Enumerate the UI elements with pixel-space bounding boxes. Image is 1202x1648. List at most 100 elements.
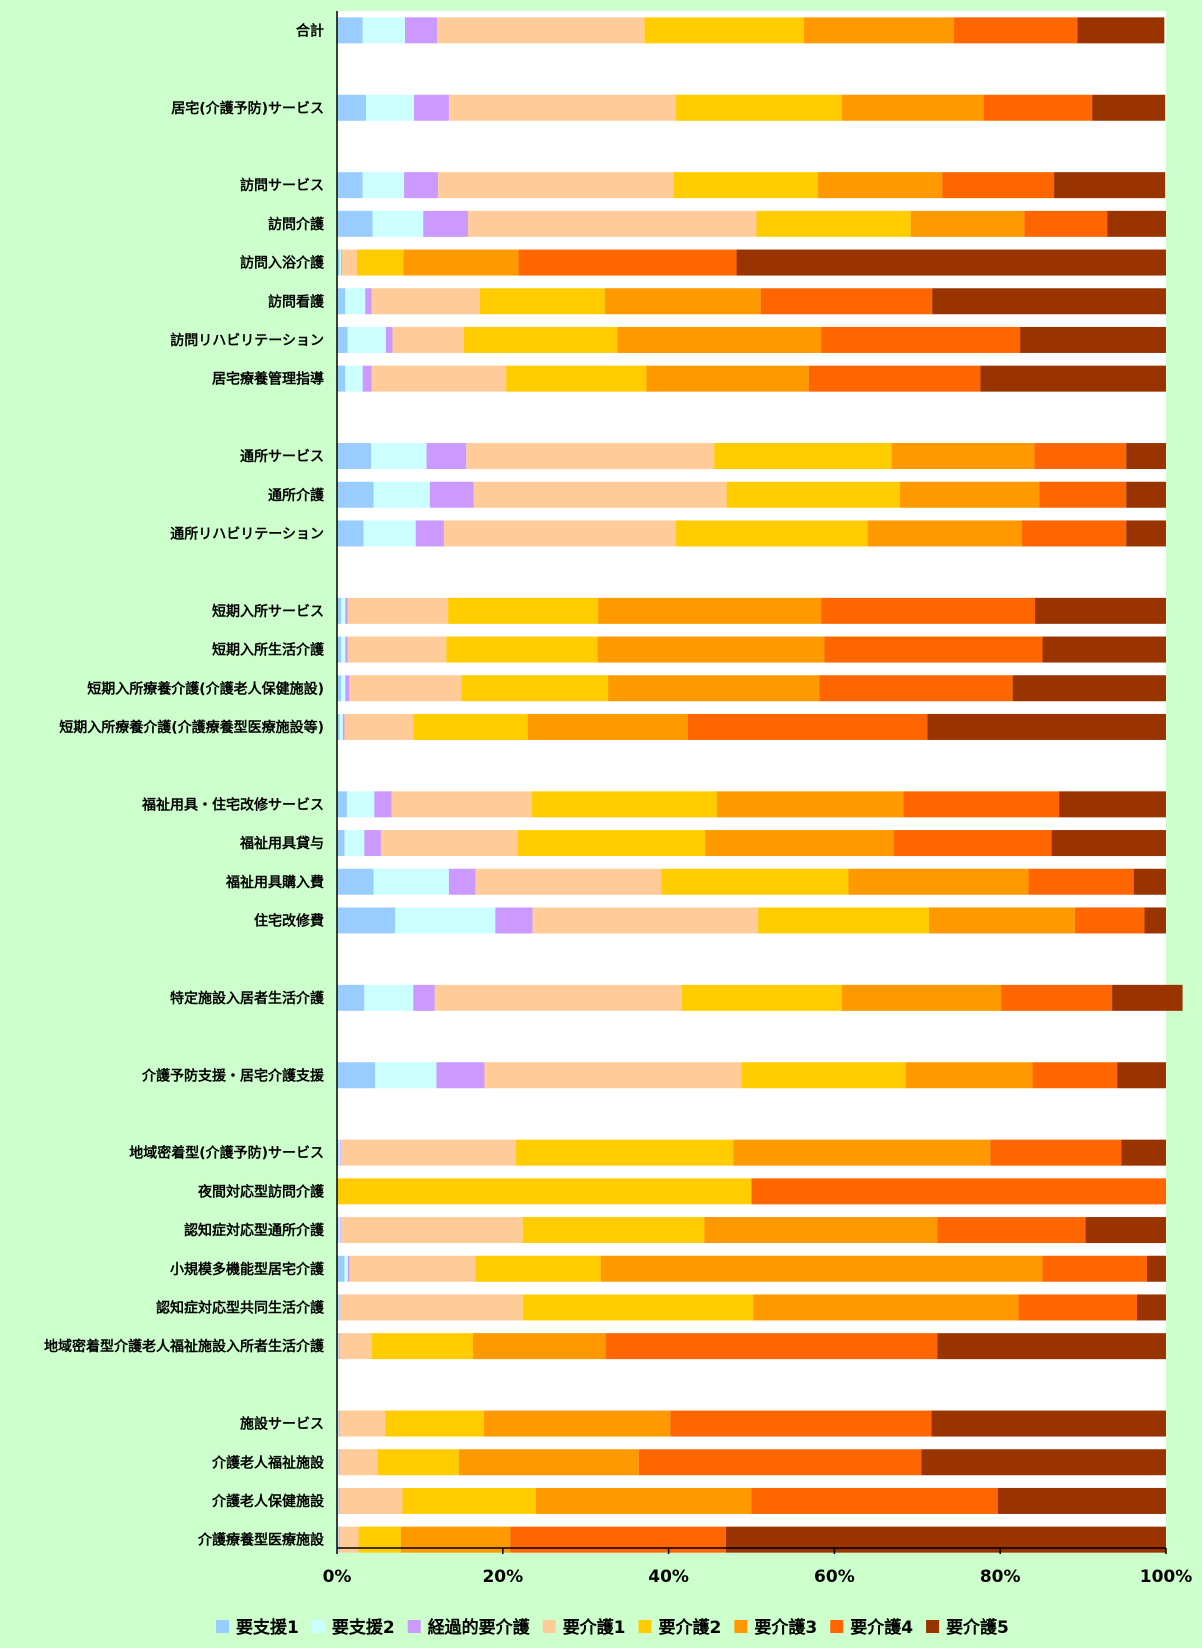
bar-segment [344,713,414,740]
bar-segment [1077,17,1165,44]
bar-segment [1144,907,1166,934]
bar-row [337,597,1166,624]
bar-segment [413,984,435,1011]
bar-row [337,1333,1166,1360]
bar-segment [337,1139,339,1166]
x-tick-label: 80% [980,1567,1021,1587]
bar-segment [403,249,519,276]
bar-segment [338,1333,340,1360]
category-labels: 合計居宅(介護予防)サービス訪問サービス訪問介護訪問入浴介護訪問看護訪問リハビリ… [44,22,325,1548]
bar-segment [338,1449,340,1476]
bar-segment [344,830,365,857]
bar-segment [753,1294,1019,1321]
bar-segment [676,94,842,121]
bar-segment [337,520,364,547]
category-label: 合計 [296,22,324,39]
bar-segment [997,1487,1166,1514]
bar-segment [337,1487,339,1514]
bar-segment [340,1139,342,1166]
bar-segment [532,907,759,934]
category-label: 福祉用具貸与 [239,835,324,852]
category-label: 訪問看護 [268,293,325,310]
category-label: 夜間対応型訪問介護 [197,1183,325,1200]
bar-segment [716,791,904,818]
bar-segment [848,868,1029,895]
bar-segment [404,17,438,44]
bar-segment [506,365,647,392]
bar-segment [531,791,717,818]
bar-segment [714,443,892,470]
bar-segment [1117,1062,1166,1089]
bar-segment [338,1294,340,1321]
bar-segment [1018,1294,1137,1321]
bar-segment [931,1410,1166,1437]
bar-segment [980,365,1166,392]
bar-segment [337,830,345,857]
bar-segment [345,675,350,702]
category-label: 認知症対応型共同生活介護 [156,1299,325,1316]
x-tick-label: 100% [1140,1567,1193,1587]
bar-segment [339,1410,386,1437]
bar-segment [372,210,424,237]
bar-segment [337,1410,339,1437]
bar-segment [927,713,1166,740]
legend-item: 要介護3 [734,1617,817,1638]
category-label: 通所介護 [268,487,325,504]
bar-row [337,210,1166,237]
bar-segment [340,1217,342,1244]
bar-segment [467,210,757,237]
bar-segment [733,1139,991,1166]
category-label: 短期入所療養介護(介護老人保健施設) [87,680,324,697]
bar-segment [756,210,911,237]
bar-segment [1126,443,1166,470]
bar-row [337,520,1166,547]
bar-segment [337,1062,376,1089]
bar-segment [341,597,346,624]
bar-segment [817,172,943,199]
bar-segment [337,481,374,508]
bar-segment [1074,907,1145,934]
bar-segment [1035,597,1166,624]
bar-segment [617,326,822,353]
bar-segment [392,326,464,353]
legend-swatch [830,1620,844,1633]
bar-segment [365,288,372,315]
bar-segment [905,1062,1033,1089]
bar-row [337,1178,1166,1205]
bar-segment [1112,984,1183,1011]
bar-segment [1054,172,1166,199]
bar-row [337,1449,1166,1476]
legend-swatch [216,1620,229,1633]
bar-segment [341,1217,523,1244]
bar-segment [1059,791,1166,818]
bar-segment [638,1449,922,1476]
bar-segment [347,636,447,663]
bar-segment [1085,1217,1166,1244]
bar-segment [1032,1062,1118,1089]
bar-segment [377,1449,459,1476]
legend-label: 要介護2 [659,1617,722,1638]
bar-segment [371,288,480,315]
bar-segment [362,17,405,44]
bar-segment [362,172,405,199]
category-label: 介護予防支援・居宅介護支援 [141,1067,325,1084]
bar-segment [438,172,674,199]
category-label: 短期入所サービス [212,603,324,620]
bar-segment [337,597,342,624]
bar-segment [342,713,345,740]
bar-segment [475,1255,601,1282]
bar-segment [466,443,715,470]
bar-segment [605,1333,938,1360]
bar-segment [841,94,984,121]
bar-segment [337,791,347,818]
bar-segment [821,326,1021,353]
category-label: 小規模多機能型居宅介護 [170,1261,325,1278]
bar-segment [337,868,374,895]
bar-segment [338,1487,340,1514]
legend-item: 要介護5 [926,1617,1009,1638]
bar-row [337,17,1165,44]
category-label: 訪問リハビリテーション [170,332,324,349]
bar-row [337,868,1166,895]
bar-segment [339,1487,403,1514]
